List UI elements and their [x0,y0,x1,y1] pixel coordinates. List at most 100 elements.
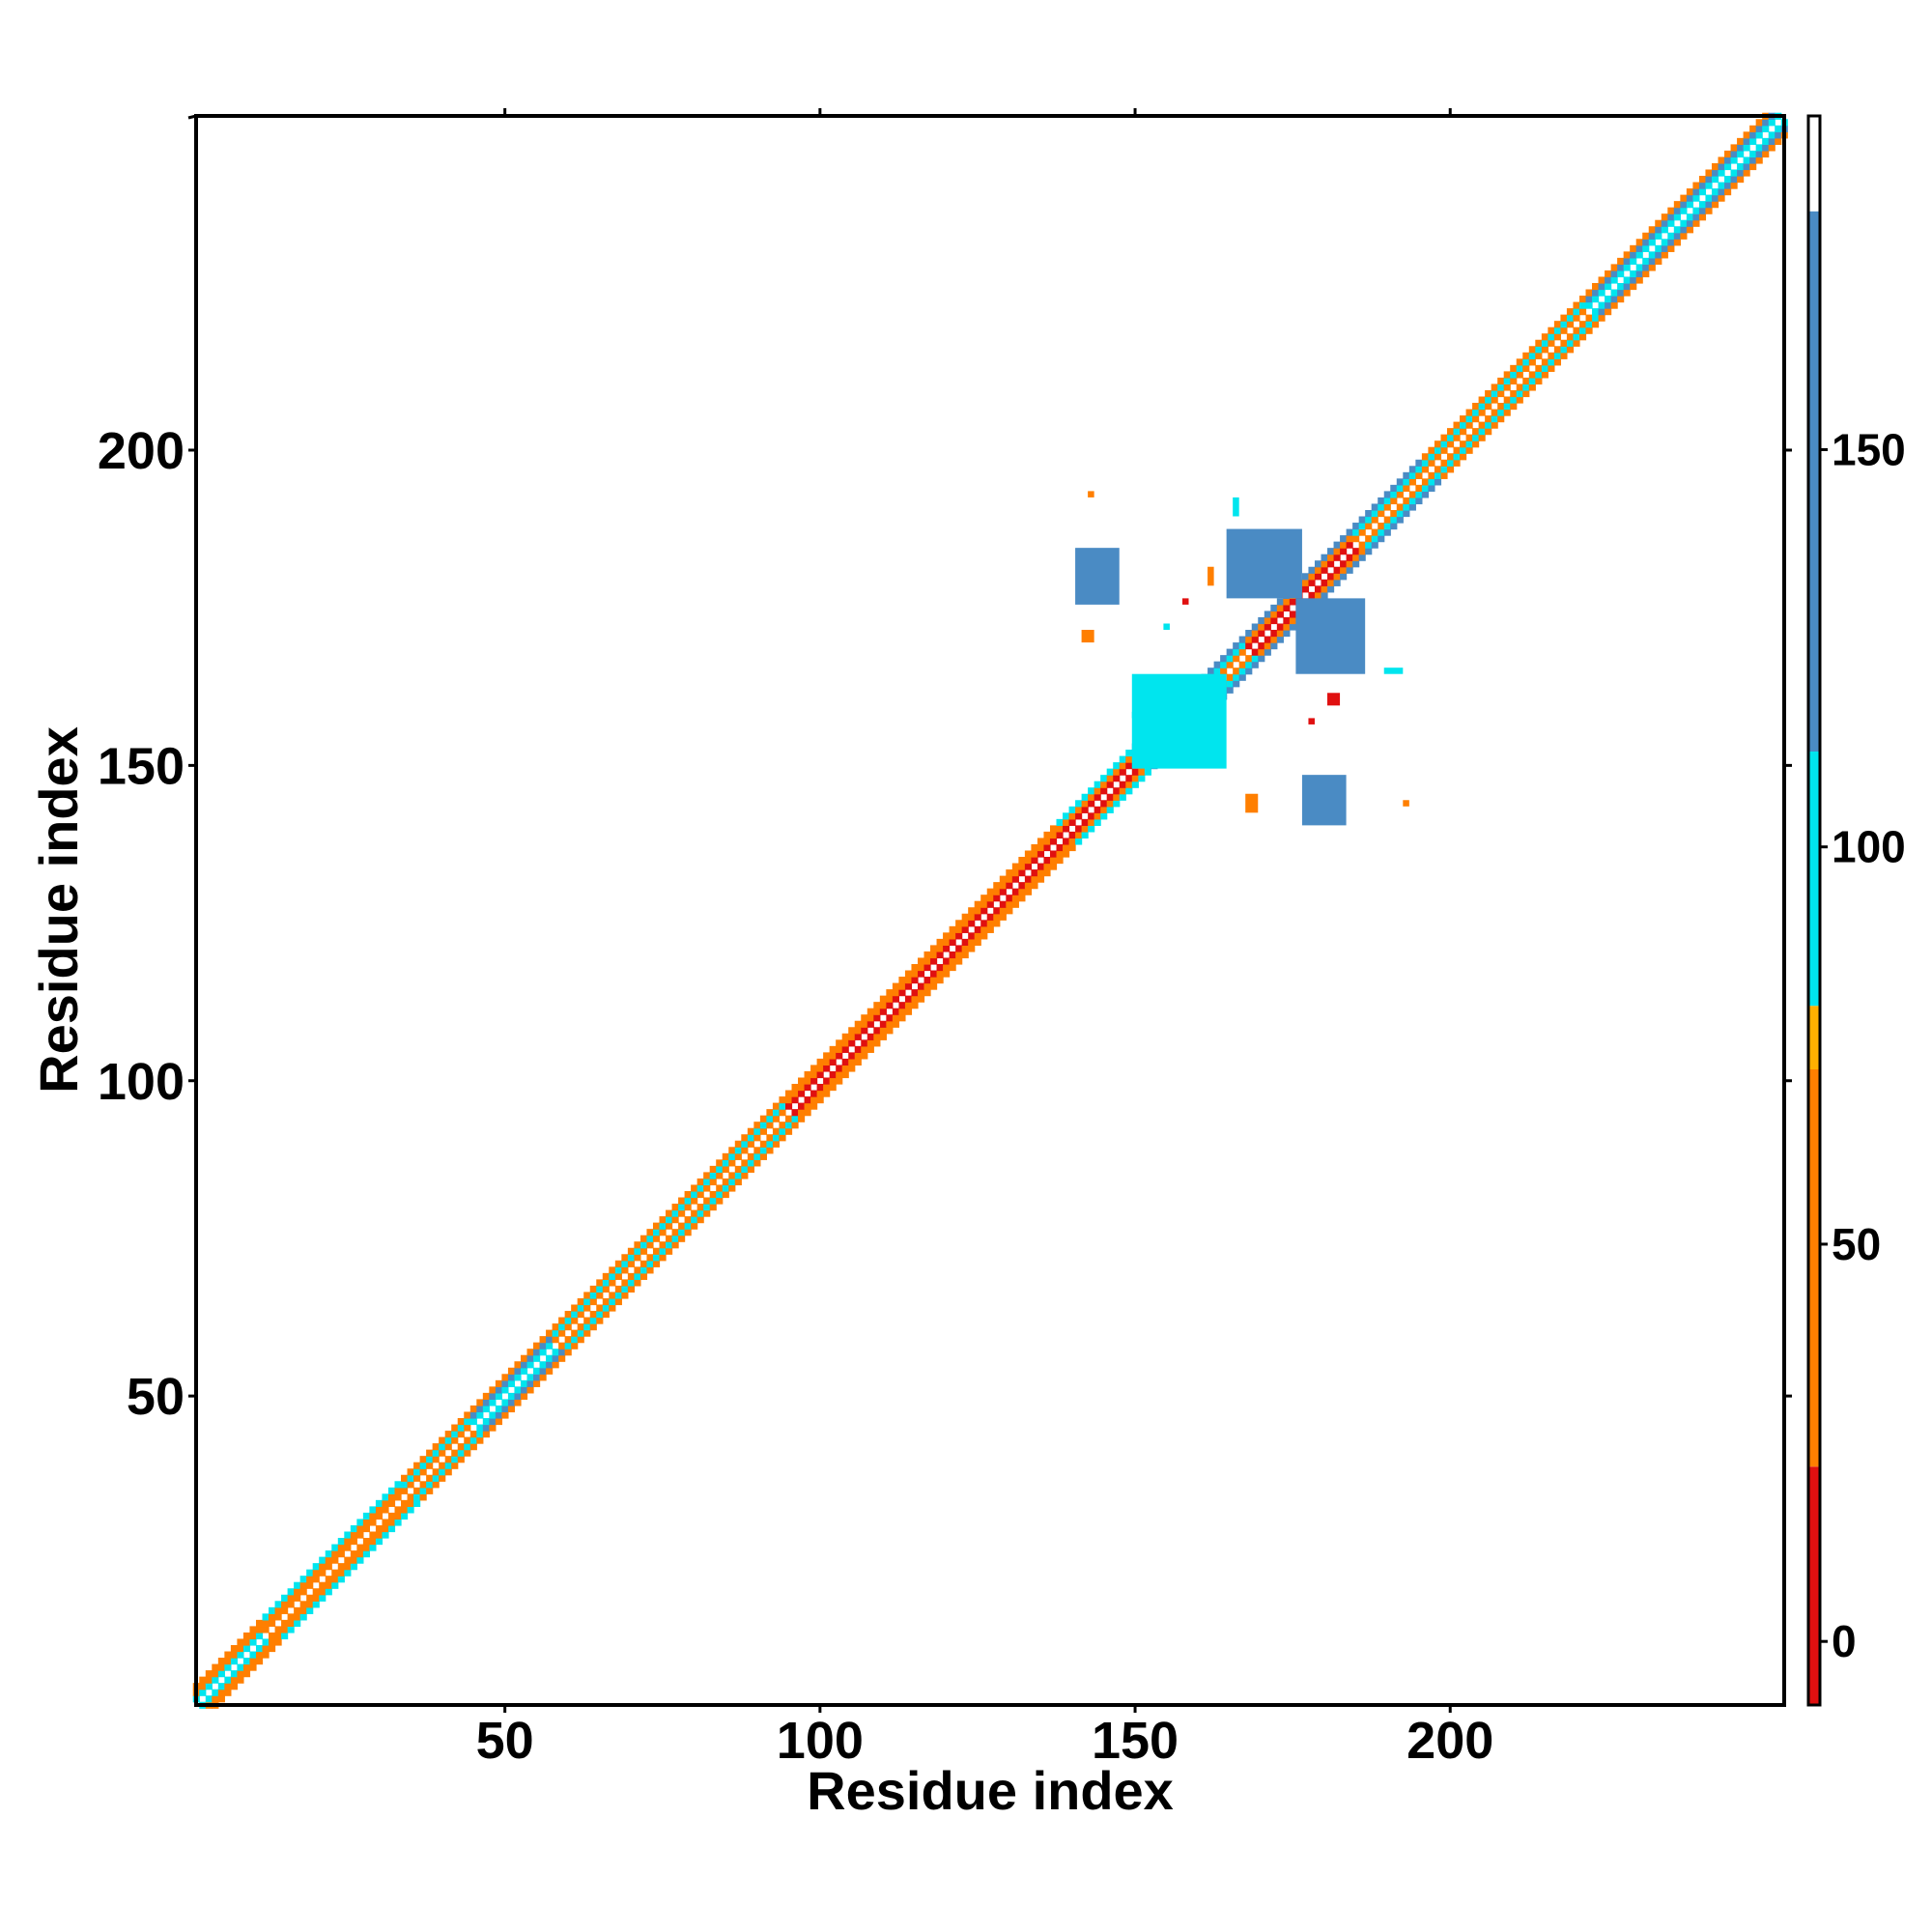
heatmap-cell [1264,642,1271,650]
heatmap-cell [306,1569,314,1577]
heatmap-cell [1434,466,1442,473]
heatmap-cell [1553,333,1562,341]
heatmap-cell [943,938,951,947]
heatmap-cell [325,1576,332,1583]
heatmap-cell [666,1241,673,1249]
heatmap-cell [709,1178,717,1186]
heatmap-cell [1119,781,1126,788]
heatmap-cell [1541,333,1548,341]
heatmap-cell [722,1165,729,1174]
heatmap-cell [986,925,994,933]
heatmap-cell [678,1235,686,1242]
heatmap-cell [614,1292,622,1299]
plot-frame [194,114,1786,1707]
heatmap-cell [861,1045,868,1053]
heatmap-cell [949,963,956,972]
heatmap-cell [1043,843,1051,852]
heatmap-cell [325,1550,332,1558]
heatmap-cell [269,1632,276,1640]
heatmap-cell [1510,371,1518,379]
heatmap-cell [439,1443,446,1451]
heatmap-cell [552,1361,559,1369]
heatmap-cell [1648,257,1656,266]
heatmap-cell [495,1392,503,1401]
heatmap-cell [501,1386,509,1394]
heatmap-cell [362,1550,371,1558]
heatmap-cell [596,1304,604,1312]
heatmap-cell [564,1342,572,1350]
heatmap-cell [539,1374,547,1381]
heatmap-cell [294,1594,301,1602]
heatmap-cell [759,1122,768,1129]
heatmap-cell [621,1254,629,1262]
heatmap-cell [312,1569,320,1577]
heatmap-cell [734,1165,742,1174]
heatmap-cell [1485,415,1492,423]
heatmap-cell [1667,244,1675,252]
heatmap-cell [1553,346,1562,354]
heatmap-cell [1775,125,1782,132]
heatmap-cell [242,1658,251,1665]
heatmap-cell [961,913,969,921]
heatmap-cell [602,1297,610,1306]
heatmap-cell [387,1493,396,1501]
heatmap-cell [237,1651,244,1659]
heatmap-cell [974,925,981,933]
heatmap-cell [1535,364,1543,372]
heatmap-cell [1365,535,1373,543]
heatmap-cell [1088,818,1095,826]
heatmap-cell [350,1538,357,1546]
heatmap-cell [873,1039,881,1047]
heatmap-cell [659,1247,667,1255]
heatmap-cell [589,1285,597,1293]
heatmap-cell [1358,528,1366,536]
heatmap-cell [394,1506,402,1514]
x-axis-label: Residue index [807,1760,1174,1821]
heatmap-cell [1113,793,1121,801]
heatmap-cell [722,1159,729,1167]
heatmap-cell [993,882,1001,890]
heatmap-cell [583,1292,591,1299]
heatmap-cell [621,1292,629,1299]
heatmap-cell [281,1594,289,1602]
heatmap-cell [1301,775,1347,826]
heatmap-cell [1276,636,1284,643]
heatmap-cell [609,1297,616,1306]
heatmap-cell [1106,781,1114,788]
heatmap-cell [1522,377,1530,385]
heatmap-cell [892,982,900,990]
heatmap-cell [1289,623,1297,631]
heatmap-cell [1340,541,1348,549]
heatmap-cell [1396,478,1404,486]
heatmap-cell [552,1349,559,1356]
heatmap-cell [419,1462,427,1469]
heatmap-cell [1635,239,1643,246]
heatmap-cell [1037,843,1045,852]
heatmap-cell [1408,497,1416,505]
heatmap-cell [255,1644,264,1653]
heatmap-cell [331,1556,339,1564]
heatmap-cell [1730,182,1738,189]
heatmap-cell [1251,661,1259,668]
heatmap-cell [306,1606,314,1614]
heatmap-cell [539,1367,547,1375]
heatmap-cell [986,900,994,908]
heatmap-cell [312,1588,320,1596]
heatmap-cell [1642,239,1650,246]
heatmap-cell [476,1399,484,1406]
heatmap-cell [546,1354,554,1362]
heatmap-cell [1333,573,1341,581]
heatmap-cell [659,1241,667,1249]
heatmap-cell [1390,516,1398,524]
heatmap-cell [659,1222,667,1230]
heatmap-cell [1100,781,1108,788]
heatmap-cell [639,1272,648,1280]
heatmap-cell [1434,446,1442,454]
heatmap-cell [1522,364,1530,372]
heatmap-cell [457,1424,465,1432]
heatmap-cell [1528,384,1536,391]
heatmap-cell [1378,497,1385,505]
heatmap-cell [439,1474,446,1482]
heatmap-cell [1516,389,1523,398]
heatmap-cell [1321,579,1328,586]
